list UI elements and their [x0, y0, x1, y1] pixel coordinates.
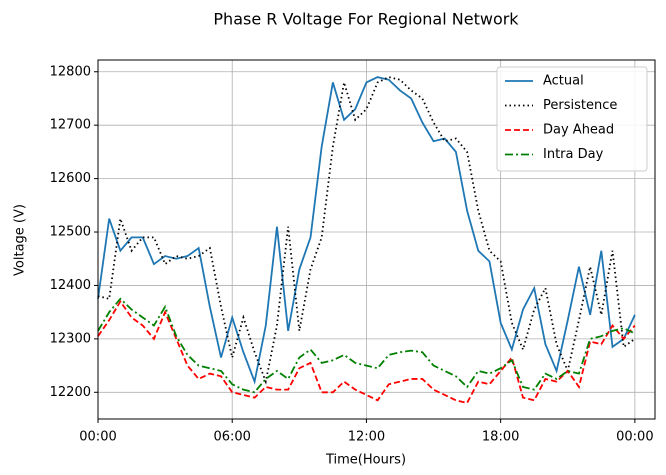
y-tick-label: 12600 [50, 171, 91, 186]
x-tick-label: 00:00 [616, 430, 653, 445]
y-tick-label: 12800 [50, 64, 91, 79]
x-tick-label: 06:00 [213, 430, 250, 445]
series-line [97, 297, 636, 394]
legend-label: Intra Day [543, 147, 604, 162]
series-line [97, 299, 636, 405]
chart-title: Phase R Voltage For Regional Network [213, 10, 519, 29]
y-tick-label: 12400 [50, 278, 91, 293]
plot-frame [97, 59, 656, 420]
y-axis-label: Voltage (V) [13, 204, 28, 276]
legend-label: Day Ahead [543, 123, 614, 138]
y-tick-label: 12500 [50, 225, 91, 240]
x-tick-label: 00:00 [79, 430, 116, 445]
series-line [97, 76, 636, 385]
y-tick-label: 12200 [50, 385, 91, 400]
y-tick-label: 12700 [50, 118, 91, 133]
legend-label: Actual [543, 74, 584, 89]
x-axis-label: Time(Hours) [325, 453, 406, 468]
legend-label: Persistence [543, 98, 617, 113]
x-tick-label: 18:00 [482, 430, 519, 445]
x-tick-label: 12:00 [348, 430, 385, 445]
legend-box [496, 66, 648, 172]
y-tick-label: 12300 [50, 331, 91, 346]
legend: Actual Persistence Day Ahead Intra Day [496, 66, 648, 172]
